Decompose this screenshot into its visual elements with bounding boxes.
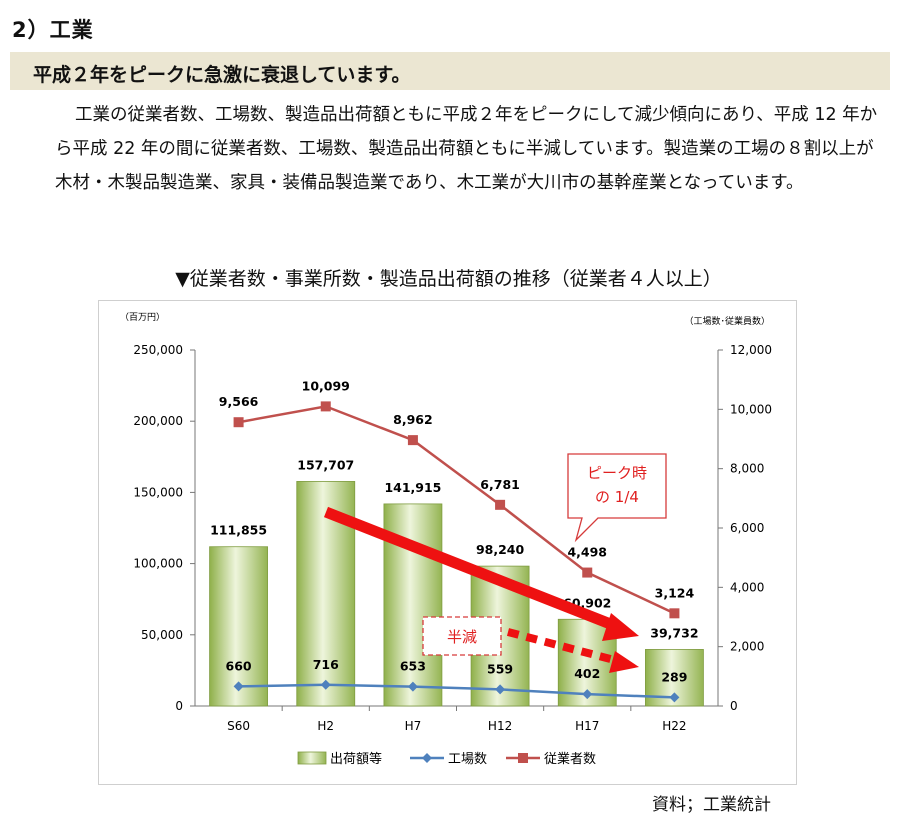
chart: （百万円） （工場数･従業員数） 0 50,000 100,000 150,000 20…: [120, 312, 772, 767]
employees-point: [233, 417, 244, 428]
right-tick-label: 0: [730, 699, 738, 713]
factories-point: [582, 689, 593, 700]
chart-title: ▼従業者数・事業所数・製造品出荷額の推移（従業者４人以上）: [175, 268, 722, 290]
employees-value-label: 3,124: [655, 585, 695, 600]
x-tick-label: H12: [488, 719, 512, 733]
line-employees: [238, 405, 675, 615]
left-tick-label: 0: [175, 699, 183, 713]
bar-value-label: 98,240: [476, 542, 525, 557]
body-paragraph: 工業の従業者数、工場数、製造品出荷額ともに平成２年をピークにして減少傾向にあり、…: [55, 105, 878, 193]
bar-value-label: 111,855: [210, 523, 267, 538]
employees-value-label: 9,566: [219, 394, 259, 409]
x-tick-label: H22: [662, 719, 686, 733]
x-tick-label: H7: [405, 719, 422, 733]
peak-callout-line1: ピーク時: [587, 464, 647, 482]
factories-point: [495, 684, 506, 695]
left-axis-unit: （百万円）: [120, 312, 165, 323]
left-tick-label: 200,000: [133, 414, 183, 428]
right-tick-label: 6,000: [730, 521, 764, 535]
employees-point: [495, 499, 506, 510]
employees-value-label: 6,781: [480, 477, 520, 492]
legend-marker-factories: [422, 753, 432, 763]
half-callout-box: [422, 616, 502, 656]
bar-value-label: 39,732: [650, 625, 698, 640]
bar-value-label: 141,915: [384, 480, 441, 495]
left-tick-label: 250,000: [133, 343, 183, 357]
section-title: 2）工業: [12, 18, 94, 42]
factories-value-label: 716: [313, 657, 339, 672]
employees-value-label: 8,962: [393, 412, 433, 427]
legend-label-shipments: 出荷額等: [330, 751, 382, 767]
left-tick-label: 100,000: [133, 557, 183, 571]
decline-arrow-head: [602, 613, 639, 641]
employees-point: [582, 567, 593, 578]
left-tick-label: 50,000: [141, 628, 183, 642]
factories-value-label: 660: [226, 658, 252, 673]
right-tick-label: 4,000: [730, 580, 764, 594]
employees-point: [320, 401, 331, 412]
factories-point: [669, 692, 680, 703]
headline-band: [10, 52, 890, 90]
employees-value-label: 4,498: [567, 545, 607, 560]
left-tick-label: 150,000: [133, 485, 183, 499]
factories-point: [407, 681, 418, 692]
factories-value-label: 402: [574, 666, 600, 681]
employees-point: [407, 435, 418, 446]
peak-callout-line2: の 1/4: [595, 488, 639, 506]
bar-value-label: 157,707: [297, 457, 354, 472]
decline-arrow-shaft: [323, 506, 621, 633]
right-tick-label: 10,000: [730, 402, 772, 416]
employees-point: [669, 608, 680, 619]
factories-point: [233, 681, 244, 692]
legend-swatch-shipments: [297, 751, 327, 765]
right-tick-label: 12,000: [730, 343, 772, 357]
headline: 平成２年をピークに急激に衰退しています。: [33, 64, 411, 86]
half-callout-label: 半減: [447, 628, 477, 646]
factories-value-label: 559: [487, 661, 513, 676]
line-factories: [238, 683, 675, 699]
bar-shipments: [209, 546, 268, 707]
half-arrow-head: [609, 651, 639, 673]
factories-value-label: 289: [661, 669, 687, 684]
legend-marker-employees: [518, 753, 528, 763]
factories-value-label: 653: [400, 659, 426, 674]
right-tick-label: 8,000: [730, 462, 764, 476]
x-tick-label: H2: [317, 719, 334, 733]
employees-value-label: 10,099: [302, 378, 350, 393]
factories-point: [320, 679, 331, 690]
legend-label-employees: 従業者数: [544, 751, 596, 767]
right-axis-unit: （工場数･従業員数）: [684, 315, 770, 327]
peak-callout-box: [567, 453, 667, 543]
x-tick-label: H17: [575, 719, 599, 733]
right-tick-label: 2,000: [730, 640, 764, 654]
legend-label-factories: 工場数: [448, 752, 487, 767]
source-note: 資料；工業統計: [652, 795, 771, 815]
x-tick-label: S60: [227, 719, 250, 733]
